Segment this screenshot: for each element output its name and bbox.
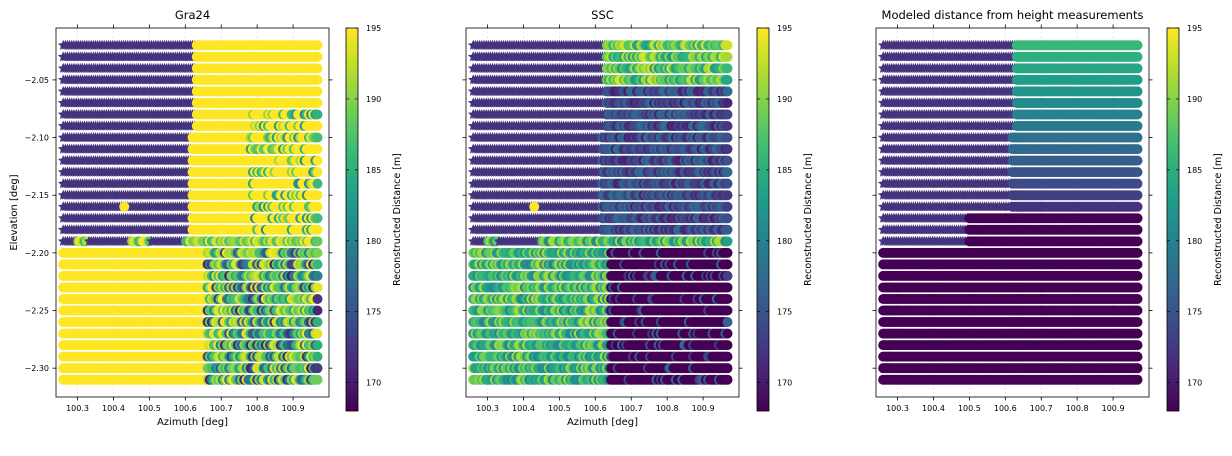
scatter-point: [313, 213, 323, 223]
scatter-point: [723, 121, 733, 131]
scatter-point: [723, 52, 733, 62]
y-tick-label: −2.25: [24, 307, 49, 316]
scatter-point: [313, 271, 323, 281]
scatter-point: [313, 144, 323, 154]
scatter-point: [313, 179, 323, 189]
scatter-point: [313, 329, 323, 339]
scatter-point: [313, 121, 323, 131]
scatter-point: [313, 282, 323, 292]
scatter-point: [723, 133, 733, 143]
scatter-point: [313, 340, 323, 350]
scatter-point: [313, 248, 323, 258]
colorbar-tick-label: 190: [366, 95, 381, 104]
scatter-point: [723, 144, 733, 154]
x-axis-label: Azimuth [deg]: [157, 417, 228, 428]
scatter-point: [313, 236, 323, 246]
colorbar-tick-label: 175: [366, 308, 381, 317]
x-tick-label: 100.7: [210, 404, 233, 413]
colorbar-tick-label: 170: [366, 379, 381, 388]
scatter-point: [723, 156, 733, 166]
x-tick-label: 100.4: [102, 404, 125, 413]
scatter-point: [313, 352, 323, 362]
scatter-point: [313, 63, 323, 73]
scatter-point: [723, 40, 733, 50]
scatter-point: [313, 202, 323, 212]
y-tick-label: −2.10: [24, 134, 49, 143]
colorbar-tick-label: 180: [366, 237, 381, 246]
chart-title: Gra24: [175, 8, 210, 22]
colorbar: [346, 28, 358, 411]
y-tick-label: −2.30: [24, 364, 49, 373]
scatter-point: [313, 294, 323, 304]
colorbar-tick-label: 185: [366, 166, 381, 175]
scatter-point: [313, 190, 323, 200]
x-tick-label: 100.6: [174, 404, 197, 413]
scatter-point: [313, 109, 323, 119]
scatter-point: [313, 317, 323, 327]
scatter-point: [723, 98, 733, 108]
colorbar-tick-label: 195: [366, 24, 381, 33]
scatter-points: [468, 40, 733, 385]
scatter-point: [313, 225, 323, 235]
panel-1: 100.3 100.4 100.5 100.6 100.7 100.8 100.9 −2.30…: [9, 8, 403, 428]
x-tick-label: 100.5: [138, 404, 161, 413]
scatter-points: [58, 40, 323, 385]
scatter-point: [723, 86, 733, 96]
scatter-point: [723, 109, 733, 119]
scatter-point: [313, 306, 323, 316]
scatter-point: [313, 133, 323, 143]
scatter-point: [313, 75, 323, 85]
scatter-point: [313, 40, 323, 50]
colorbar-label: Reconstructed Distance [m]: [392, 153, 403, 286]
y-tick-label: −2.15: [24, 191, 49, 200]
scatter-point: [313, 167, 323, 177]
scatter-point: [723, 63, 733, 73]
y-tick-label: −2.05: [24, 76, 49, 85]
scatter-point: [313, 363, 323, 373]
scatter-point: [723, 75, 733, 85]
scatter-point: [313, 86, 323, 96]
scatter-point: [313, 98, 323, 108]
scatter-point: [313, 259, 323, 269]
x-tick-label: 100.3: [66, 404, 89, 413]
scatter-point: [313, 156, 323, 166]
y-axis-label: Elevation [deg]: [9, 174, 20, 250]
scatter-point: [119, 202, 129, 212]
x-tick-label: 100.9: [282, 404, 305, 413]
x-tick-label: 100.8: [246, 404, 269, 413]
scatter-point: [313, 52, 323, 62]
scatter-point: [313, 375, 323, 385]
y-tick-label: −2.20: [24, 249, 49, 258]
